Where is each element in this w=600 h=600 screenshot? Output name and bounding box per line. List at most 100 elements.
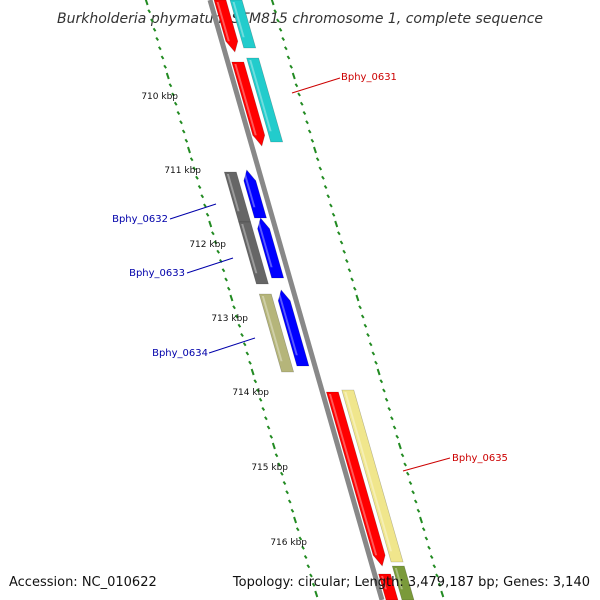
track-tick-outer <box>419 516 424 524</box>
track-tick-inner <box>253 379 258 384</box>
cog-feature-upstream-highlight <box>232 2 245 38</box>
track-tick-inner <box>271 442 276 450</box>
cog-feature-bphy-0635[interactable] <box>341 389 404 563</box>
track-tick-outer <box>339 240 344 245</box>
cog-feature-bphy-0631[interactable] <box>246 57 284 143</box>
track-tick-outer <box>387 407 392 411</box>
tick-label-715: 715 kbp <box>251 463 288 473</box>
track-tick-inner <box>303 555 308 559</box>
track-tick-inner <box>232 305 236 310</box>
track-tick-outer <box>397 442 402 450</box>
track-tick-outer <box>321 175 325 180</box>
track-tick-inner <box>155 37 159 41</box>
cog-feature-downstream[interactable] <box>391 565 415 600</box>
gene-feature-bphy-0633[interactable] <box>257 217 285 279</box>
track-tick-inner <box>158 46 162 51</box>
track-tick-inner <box>163 64 167 69</box>
track-tick-outer <box>403 462 407 467</box>
track-tick-inner <box>314 590 319 598</box>
cog-feature-bphy-0631-highlight <box>249 60 272 132</box>
track-tick-outer <box>305 120 309 125</box>
gene-feature-downstream-forward-highlight <box>381 576 387 590</box>
track-tick-outer <box>278 27 283 32</box>
track-tick-outer <box>297 92 301 97</box>
track-tick-inner <box>234 314 239 319</box>
track-tick-inner <box>213 240 218 245</box>
gene-feature-bphy-0633-highlight <box>257 220 273 268</box>
gene-feature-upstream-forward[interactable] <box>213 0 239 53</box>
track-tick-inner <box>168 83 173 88</box>
tick-tracks <box>144 0 445 598</box>
gene-feature-bphy-0635[interactable] <box>325 391 386 567</box>
track-tick-inner <box>245 351 250 356</box>
track-tick-inner <box>187 146 191 154</box>
tick-label-714: 714 kbp <box>232 388 269 398</box>
track-tick-inner <box>242 342 247 347</box>
genome-summary-text: Topology: circular; Length: 3,479,187 bp… <box>232 575 590 590</box>
track-tick-outer <box>390 416 394 421</box>
track-tick-inner <box>285 490 289 495</box>
track-tick-inner <box>195 175 199 180</box>
track-tick-inner <box>229 294 234 302</box>
track-tick-outer <box>363 323 368 328</box>
track-tick-inner <box>173 101 178 106</box>
gene-feature-bphy-0634[interactable] <box>277 289 310 367</box>
track-tick-outer <box>374 360 378 365</box>
track-tick-outer <box>416 508 421 513</box>
gene-label-bphy-0632[interactable]: Bphy_0632 <box>112 214 168 225</box>
cog-feature-upstream[interactable] <box>229 0 257 49</box>
gene-features <box>213 0 415 600</box>
track-tick-inner <box>171 92 175 97</box>
gene-label-bphy-0634[interactable]: Bphy_0634 <box>152 348 208 359</box>
track-tick-inner <box>192 166 197 171</box>
track-tick-outer <box>379 379 384 384</box>
track-tick-outer <box>318 166 323 171</box>
track-tick-inner <box>224 277 228 282</box>
track-tick-inner <box>266 425 271 430</box>
track-tick-outer <box>413 499 418 504</box>
track-tick-outer <box>366 333 370 337</box>
track-tick-inner <box>184 138 189 143</box>
gene-feature-downstream-forward[interactable] <box>378 573 399 600</box>
track-tick-inner <box>205 212 210 217</box>
track-tick-outer <box>310 138 315 143</box>
leader-line-bphy-0633 <box>186 257 234 274</box>
track-tick-outer <box>270 0 275 6</box>
cog-feature-bphy-0633[interactable] <box>238 221 269 285</box>
cog-feature-bphy-0635-highlight <box>344 392 393 552</box>
track-tick-inner <box>282 481 287 485</box>
track-tick-inner <box>150 18 154 23</box>
track-tick-outer <box>315 157 320 162</box>
track-tick-outer <box>400 453 405 458</box>
track-tick-inner <box>208 220 213 228</box>
cog-feature-downstream-highlight <box>394 568 403 590</box>
gene-labels: Bphy_0631 Bphy_0632 Bphy_0633 Bphy_0634 … <box>112 72 508 464</box>
gene-label-bphy-0631[interactable]: Bphy_0631 <box>341 72 397 83</box>
tick-labels: 710 kbp 711 kbp 712 kbp 713 kbp 714 kbp … <box>141 92 307 548</box>
track-tick-inner <box>200 194 205 199</box>
chromosome-backbone <box>207 0 385 600</box>
track-tick-outer <box>435 573 439 578</box>
cog-feature-bphy-0634[interactable] <box>258 293 295 373</box>
track-tick-inner <box>261 407 266 411</box>
track-tick-outer <box>437 582 442 587</box>
track-tick-outer <box>323 185 328 189</box>
gene-label-bphy-0635[interactable]: Bphy_0635 <box>452 453 508 464</box>
track-tick-inner <box>160 55 165 60</box>
track-tick-outer <box>382 388 386 393</box>
gene-feature-bphy-0631-highlight <box>234 64 257 136</box>
track-tick-inner <box>237 323 242 328</box>
tick-label-716: 716 kbp <box>270 538 307 548</box>
track-tick-outer <box>421 527 426 532</box>
tick-label-711: 711 kbp <box>164 166 201 176</box>
gene-label-bphy-0633[interactable]: Bphy_0633 <box>129 268 185 279</box>
cog-feature-bphy-0632-highlight <box>226 174 240 212</box>
gene-feature-bphy-0631[interactable] <box>231 61 266 147</box>
track-tick-outer <box>286 55 291 60</box>
track-tick-outer <box>326 194 331 199</box>
track-tick-outer <box>313 146 317 154</box>
gene-feature-bphy-0635-highlight <box>328 394 378 556</box>
tick-label-713: 713 kbp <box>211 314 248 324</box>
track-tick-outer <box>355 294 360 302</box>
track-tick-inner <box>301 545 305 550</box>
